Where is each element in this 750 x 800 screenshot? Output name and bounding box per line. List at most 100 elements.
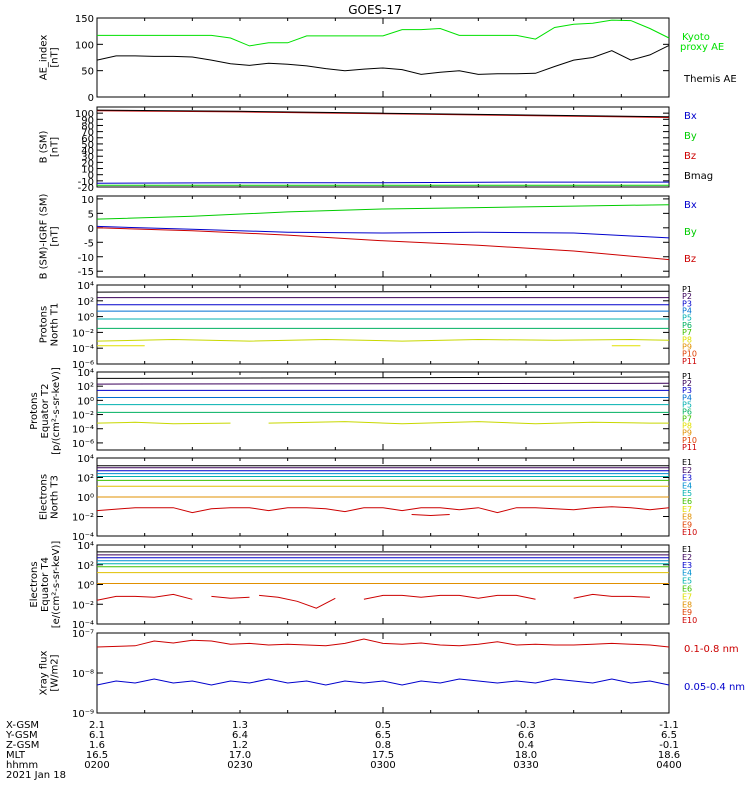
y-axis-label: North T1 <box>50 303 61 347</box>
y-tick-label: 5 <box>88 209 94 220</box>
ephemeris-value: 6.5 <box>661 730 677 741</box>
series-line <box>573 593 650 599</box>
y-tick-label: 10⁻⁷ <box>72 629 94 640</box>
legend-label: P6 <box>682 407 692 416</box>
legend-label: P3 <box>682 386 692 395</box>
y-tick-label: 10² <box>77 297 94 308</box>
legend-label: E1 <box>682 545 692 554</box>
panel-frame <box>96 17 670 98</box>
ephemeris-value: 18.0 <box>515 750 537 761</box>
y-tick-label: 0 <box>88 224 94 235</box>
series-line <box>96 225 670 239</box>
y-axis-label: Protons <box>39 306 50 343</box>
ephemeris-value: 0.8 <box>375 740 391 751</box>
y-tick-label: 10⁴ <box>77 281 94 292</box>
y-axis-label: North T3 <box>50 475 61 519</box>
legend-label: Bx <box>684 111 697 122</box>
ephemeris-value: 1.6 <box>89 740 105 751</box>
legend-label: P10 <box>682 350 697 359</box>
y-tick-label: 10⁻⁸ <box>72 669 94 680</box>
series-line <box>211 595 250 599</box>
ephemeris-row-label: MLT <box>6 750 26 761</box>
panel-7: 10⁻⁴ 10⁻² 10⁰ 10² 10⁴ Electrons Equator T4 [e/(… <box>29 541 697 631</box>
series-line <box>268 421 669 425</box>
ephemeris-row-label: X-GSM <box>6 720 39 731</box>
y-tick-label: 10⁻² <box>72 411 94 422</box>
y-tick-label: 10⁰ <box>77 313 94 324</box>
panel-4: 10⁻⁶ 10⁻⁴ 10⁻² 10⁰ 10² 10⁴ Protons North T1 P1P2… <box>39 281 698 371</box>
legend-label: P8 <box>682 422 692 431</box>
ephemeris-value: 16.5 <box>86 750 108 761</box>
y-tick-label: 0 <box>88 93 94 104</box>
y-tick-label: 150 <box>75 14 94 25</box>
ephemeris-value: 6.5 <box>375 730 391 741</box>
y-tick-label: 10² <box>77 561 94 572</box>
ephemeris-value: 2.1 <box>89 720 105 731</box>
y-tick-label: 60 <box>81 134 94 145</box>
legend-label: E1 <box>682 458 692 467</box>
legend-label: E8 <box>682 600 692 609</box>
y-tick-label: 10⁴ <box>77 541 94 552</box>
legend-label: Bz <box>684 254 696 265</box>
legend-label: E7 <box>682 505 692 514</box>
legend-label: P2 <box>682 379 692 388</box>
legend-label: E8 <box>682 513 692 522</box>
legend-label: E5 <box>682 489 692 498</box>
y-tick-label: 10⁻⁶ <box>72 360 94 371</box>
y-tick-label: 30 <box>81 152 94 163</box>
ephemeris-value: -0.1 <box>659 740 679 751</box>
y-tick-label: 10⁻⁶ <box>72 439 94 450</box>
y-tick-label: 70 <box>81 128 94 139</box>
y-tick-label: 10⁻² <box>72 600 94 611</box>
legend-label: Bz <box>684 151 696 162</box>
y-tick-label: 100 <box>75 40 94 51</box>
panel-frame <box>96 106 670 188</box>
y-tick-label: 50 <box>81 140 94 151</box>
legend-label: Bmag <box>684 171 713 182</box>
y-tick-label: 10 <box>81 165 94 176</box>
panel-frame <box>96 195 670 278</box>
series-line <box>96 204 670 220</box>
y-tick-label: 0 <box>88 171 94 182</box>
series-line <box>97 19 670 47</box>
series-line <box>96 593 193 601</box>
legend-label: E3 <box>682 474 692 483</box>
legend-label: P1 <box>682 285 692 294</box>
panel-8: 10⁻⁹ 10⁻⁸ 10⁻⁷ Xray flux [W/m2] 0.1-0.8 nm 0.0… <box>39 629 746 720</box>
ephemeris-value: 17.0 <box>229 750 251 761</box>
y-tick-label: -15 <box>78 267 94 278</box>
y-axis-label: [e/(cm²-s-sr-keV)] <box>51 541 62 629</box>
legend-label: P11 <box>682 357 697 366</box>
ephemeris-value: -1.1 <box>659 720 679 731</box>
legend-label: P7 <box>682 415 692 424</box>
series-line <box>96 506 670 514</box>
y-tick-label: 10² <box>77 474 94 485</box>
y-axis-label: Electrons <box>39 474 50 520</box>
legend-label: 0.1-0.8 nm <box>684 644 739 655</box>
y-tick-label: 100 <box>75 109 94 120</box>
legend-label: 0.05-0.4 nm <box>684 682 745 693</box>
legend-label: P11 <box>682 443 697 452</box>
series-line <box>363 594 536 600</box>
ephemeris-value: -0.3 <box>516 720 536 731</box>
series-line <box>96 421 231 425</box>
series-line <box>96 338 670 342</box>
legend-label: Kyoto <box>682 32 710 43</box>
ephemeris-value: 0300 <box>370 760 395 771</box>
y-axis-label: Equator T2 <box>40 384 51 439</box>
y-tick-label: 10⁻⁹ <box>72 709 94 720</box>
y-tick-label: 50 <box>81 67 94 78</box>
legend-label: P7 <box>682 328 692 337</box>
legend-label: By <box>684 131 697 142</box>
y-tick-label: 90 <box>81 115 94 126</box>
panel-5: 10⁻⁶ 10⁻⁴ 10⁻² 10⁰ 10² 10⁴ Protons Equator T2 [p… <box>29 367 697 455</box>
series-line <box>96 109 670 118</box>
y-axis-label: Xray flux <box>39 651 50 696</box>
ephemeris-row-label: hhmm <box>6 760 38 771</box>
legend-label: E5 <box>682 577 692 586</box>
y-tick-label: 10⁰ <box>77 493 94 504</box>
y-tick-label: -20 <box>78 183 94 194</box>
